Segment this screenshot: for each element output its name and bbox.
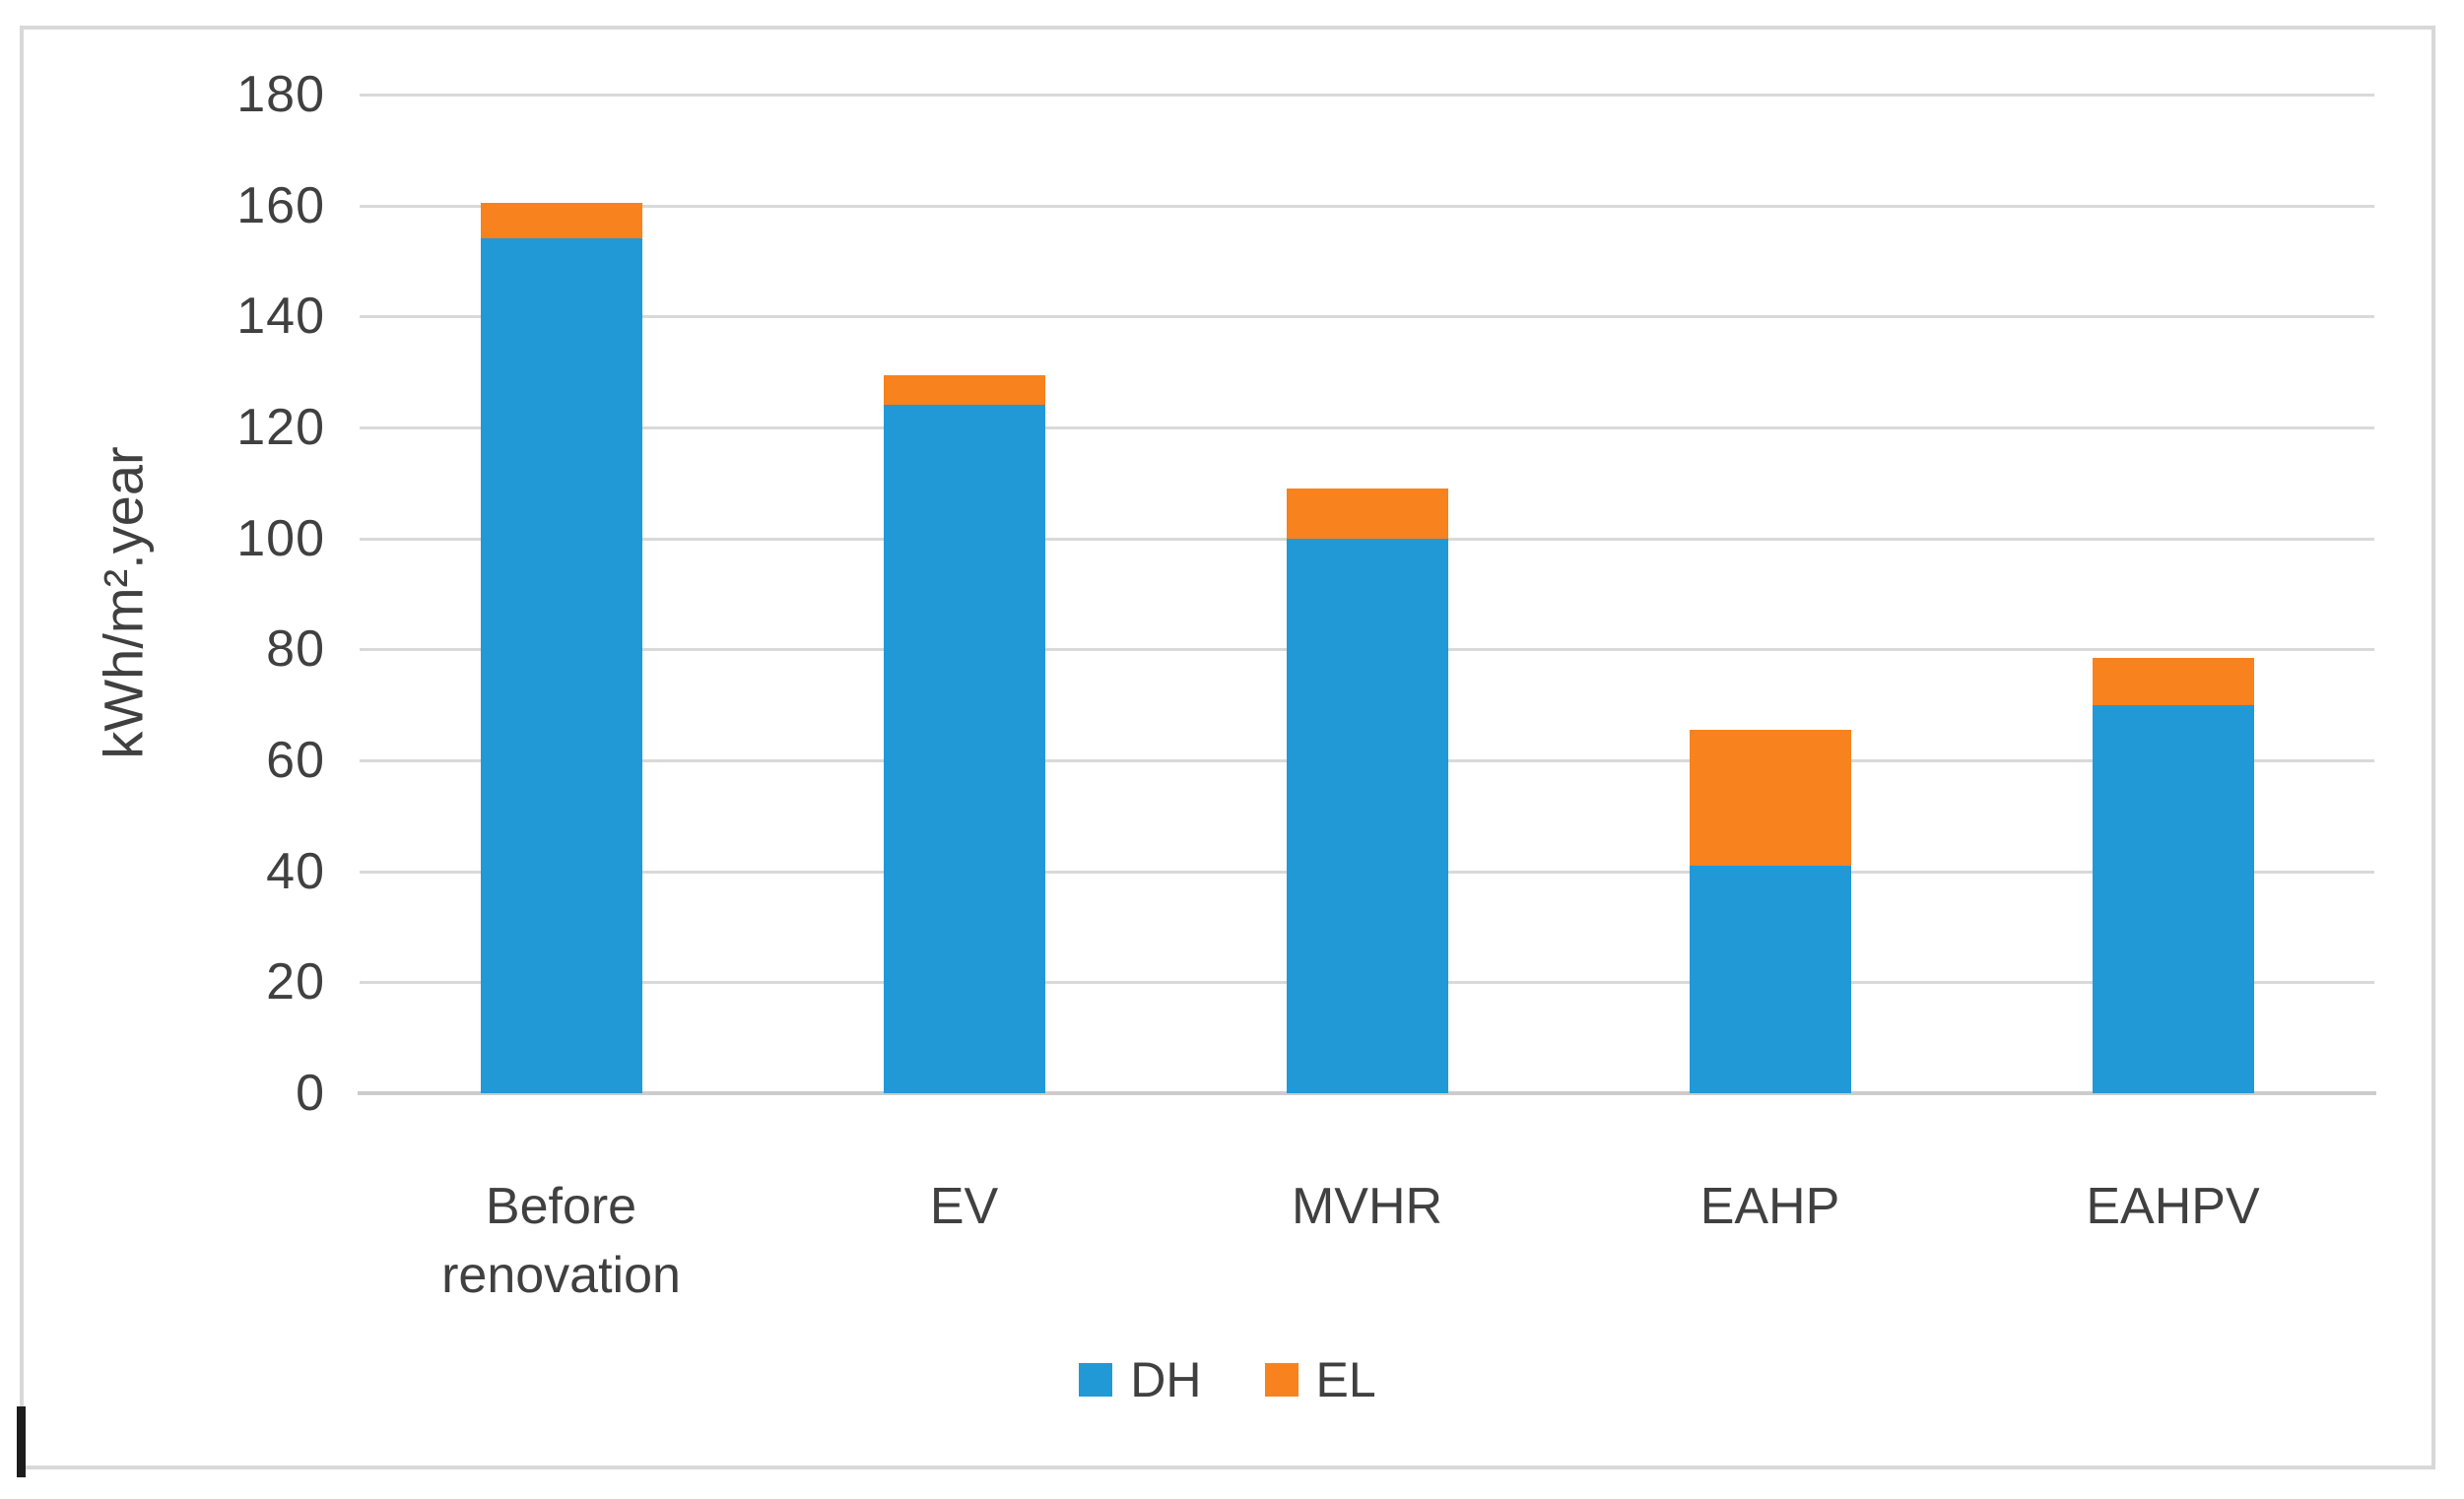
gridline-y-180 [360, 94, 2374, 97]
legend-swatch-el [1264, 1363, 1299, 1397]
x-axis-line [358, 1091, 2377, 1095]
y-tick-label-80: 80 [266, 620, 325, 679]
legend-label-el: EL [1315, 1352, 1376, 1407]
legend-label-dh: DH [1130, 1352, 1202, 1407]
legend-item-dh: DH [1079, 1351, 1202, 1408]
legend: DH EL [20, 1351, 2435, 1408]
x-category-label-text: Before renovation [441, 1178, 681, 1305]
bar-ev [883, 374, 1045, 1093]
y-tick-label-180: 180 [236, 66, 325, 123]
bar-segment-el [2092, 657, 2254, 705]
bar-before-renovation [480, 202, 642, 1093]
bar-segment-el [883, 374, 1045, 406]
x-category-label-ev: EV [763, 1172, 1165, 1241]
x-category-label-eahp: EAHP [1568, 1172, 1971, 1241]
bar-segment-dh [1286, 538, 1448, 1093]
y-tick-label-60: 60 [266, 732, 325, 789]
x-category-label-before-renovation: Before renovation [360, 1172, 763, 1310]
y-tick-label-100: 100 [236, 509, 325, 567]
plot-area [358, 94, 2377, 1095]
x-category-label-text: EAHP [1699, 1178, 1840, 1235]
bar-segment-dh [883, 405, 1045, 1093]
legend-swatch-dh [1079, 1363, 1113, 1397]
x-category-label-eahpv: EAHPV [1971, 1172, 2374, 1241]
chart-frame [20, 26, 2435, 1469]
y-tick-label-160: 160 [236, 176, 325, 234]
bar-segment-dh [1689, 866, 1851, 1093]
x-category-label-text: EV [929, 1178, 999, 1235]
gridline-y-140 [360, 315, 2374, 319]
x-category-label-text: MVHR [1291, 1178, 1443, 1235]
bar-eahpv [2092, 657, 2254, 1093]
x-category-label-mvhr: MVHR [1165, 1172, 1568, 1241]
bar-segment-dh [2092, 704, 2254, 1093]
gridline-y-160 [360, 204, 2374, 208]
bar-segment-el [480, 202, 642, 239]
y-tick-label-120: 120 [236, 399, 325, 456]
text-cursor-caret [17, 1406, 26, 1477]
y-tick-label-0: 0 [296, 1065, 325, 1122]
y-tick-label-140: 140 [236, 288, 325, 346]
bar-segment-dh [480, 238, 642, 1093]
y-axis-title: kWh/m².year [92, 446, 155, 759]
bar-eahp [1689, 730, 1851, 1093]
x-category-label-text: EAHPV [2086, 1178, 2260, 1235]
y-tick-label-40: 40 [266, 842, 325, 900]
bar-segment-el [1689, 730, 1851, 867]
bar-mvhr [1286, 488, 1448, 1093]
legend-item-el: EL [1264, 1351, 1376, 1408]
bar-segment-el [1286, 488, 1448, 539]
gridline-y-120 [360, 425, 2374, 429]
y-tick-label-20: 20 [266, 953, 325, 1011]
